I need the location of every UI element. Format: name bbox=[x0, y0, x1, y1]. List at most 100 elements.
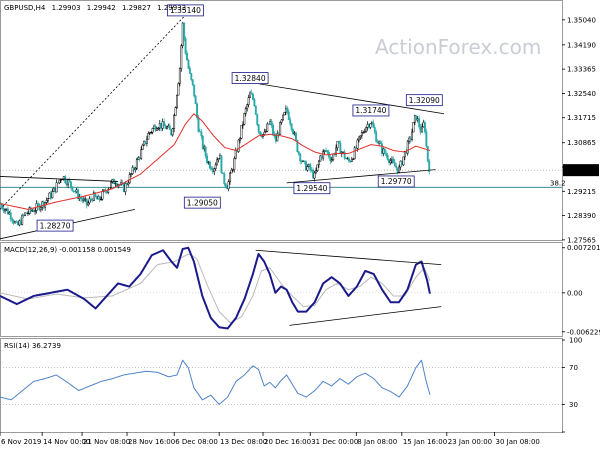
candle-body bbox=[206, 155, 209, 163]
price-grid: 38.2 bbox=[0, 179, 566, 188]
annotation-box bbox=[293, 182, 331, 195]
candle-body bbox=[270, 121, 273, 126]
ema-path bbox=[0, 113, 431, 210]
annotation-label: 1.32090 bbox=[409, 96, 440, 105]
candle-body bbox=[166, 126, 168, 129]
candle-body bbox=[343, 151, 346, 159]
candle-body bbox=[229, 172, 231, 182]
macd-lines bbox=[0, 246, 431, 330]
candle-body bbox=[412, 122, 415, 133]
candle-body bbox=[243, 113, 246, 125]
candle-body bbox=[208, 161, 211, 169]
candle-body bbox=[214, 164, 217, 169]
candle-body bbox=[256, 114, 259, 125]
candle-body bbox=[315, 170, 317, 174]
candle-body bbox=[415, 115, 418, 121]
candle-body bbox=[353, 147, 356, 160]
candle-body bbox=[98, 196, 101, 201]
candle-body bbox=[231, 169, 234, 171]
candle-body bbox=[190, 73, 193, 80]
candle-body bbox=[4, 209, 6, 212]
candle-body bbox=[128, 174, 131, 184]
candle-body bbox=[87, 202, 90, 206]
candle-body bbox=[428, 160, 431, 172]
candle-body bbox=[88, 198, 91, 204]
candle-body bbox=[183, 22, 186, 39]
candle-body bbox=[306, 166, 309, 171]
candle-body bbox=[58, 179, 61, 184]
candle-body bbox=[386, 155, 389, 160]
candle-body bbox=[365, 127, 368, 132]
candle-body bbox=[110, 181, 113, 188]
candle-body bbox=[184, 38, 187, 54]
annotation-box bbox=[167, 4, 204, 17]
price-trendline bbox=[0, 14, 186, 210]
candle-body bbox=[246, 104, 249, 109]
candle-body bbox=[127, 182, 130, 185]
candle-body bbox=[279, 122, 282, 135]
candle-body bbox=[21, 214, 24, 225]
candle-body bbox=[282, 114, 284, 121]
candle-body bbox=[186, 53, 188, 61]
candle-body bbox=[283, 112, 286, 116]
annotation-box bbox=[405, 94, 443, 107]
candle-body bbox=[352, 158, 355, 160]
candle-body bbox=[24, 212, 27, 216]
candle-body bbox=[276, 133, 279, 142]
rsi-panel-frame bbox=[0, 338, 563, 433]
header-symbol: GBPUSD,H4 bbox=[4, 4, 46, 12]
candle-body bbox=[292, 129, 295, 135]
candle-body bbox=[425, 131, 428, 147]
time-tick-label: 23 Jan 00:00 bbox=[448, 438, 492, 446]
candle-body bbox=[51, 191, 54, 199]
candle-body bbox=[329, 156, 332, 162]
candle-body bbox=[247, 97, 250, 105]
macd-main-path bbox=[0, 246, 431, 330]
macd-trendline bbox=[255, 249, 442, 266]
candle-body bbox=[335, 147, 338, 155]
time-tick-label: 31 Dec 00:00 bbox=[311, 438, 358, 446]
candle-body bbox=[257, 124, 260, 132]
candle-body bbox=[77, 189, 80, 199]
candle-body bbox=[389, 160, 392, 163]
candle-body bbox=[294, 132, 297, 141]
candle-body bbox=[37, 203, 39, 205]
time-tick-label: 14 Nov 00:00 bbox=[43, 438, 90, 446]
candle-body bbox=[216, 159, 219, 166]
price-tick-label: 1.27565 bbox=[567, 236, 596, 244]
price-tick-label: 1.28390 bbox=[567, 212, 596, 220]
header-open: 1.29903 bbox=[52, 4, 81, 12]
candle-body bbox=[45, 200, 48, 203]
candle-body bbox=[217, 158, 220, 161]
candle-body bbox=[332, 153, 335, 160]
candle-body bbox=[287, 111, 290, 120]
candle-body bbox=[230, 170, 233, 174]
time-tick-label: 13 Dec 08:00 bbox=[220, 438, 267, 446]
annotation-label: 1.29540 bbox=[296, 184, 327, 193]
candle-body bbox=[131, 167, 134, 174]
candle-body bbox=[174, 107, 177, 116]
price-trendline bbox=[0, 176, 119, 182]
rsi-path bbox=[0, 359, 431, 405]
candle-body bbox=[101, 190, 104, 200]
candle-body bbox=[322, 151, 325, 159]
price-candles bbox=[0, 21, 431, 227]
price-panel-frame bbox=[0, 0, 563, 241]
candle-body bbox=[350, 158, 353, 162]
candle-body bbox=[11, 218, 14, 221]
fib-level-label: 38.2 bbox=[550, 179, 566, 187]
candle-body bbox=[319, 155, 322, 162]
price-tick-label: 1.33365 bbox=[567, 66, 596, 74]
candle-body bbox=[263, 131, 266, 135]
candle-body bbox=[393, 162, 396, 167]
candle-body bbox=[356, 139, 359, 149]
macd-tick-label: 0.00 bbox=[567, 289, 583, 297]
candle-body bbox=[392, 158, 395, 163]
candle-body bbox=[188, 68, 191, 74]
current-price-label: 1.29933 bbox=[566, 167, 595, 175]
annotation-label: 1.31740 bbox=[355, 106, 386, 115]
candle-body bbox=[240, 125, 243, 139]
rsi-y-axis: 100 70 30 bbox=[562, 337, 582, 433]
